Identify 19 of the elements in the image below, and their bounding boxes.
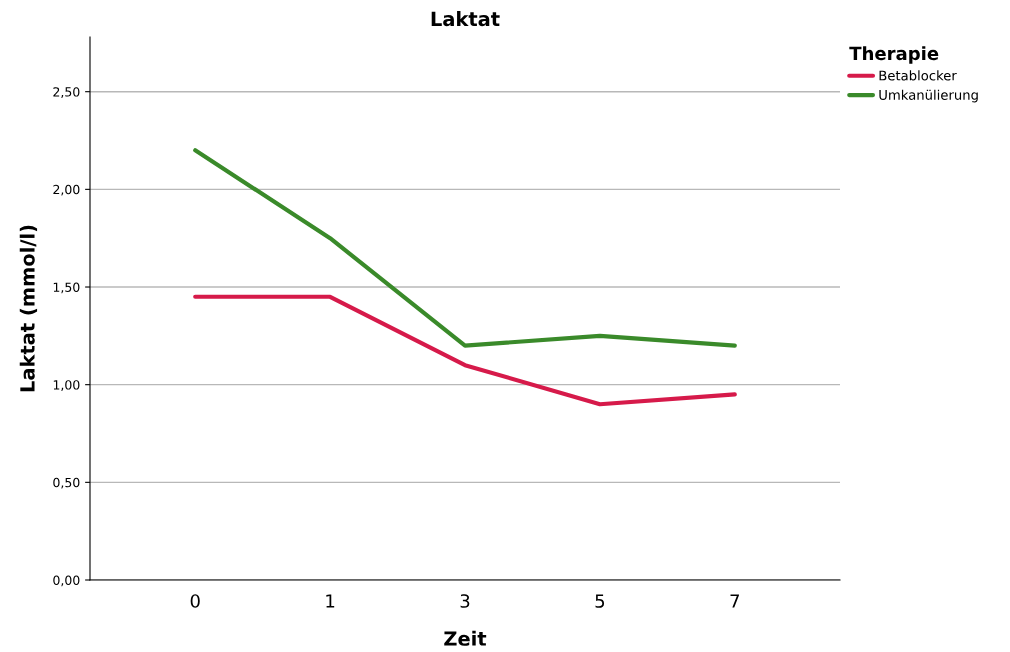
- y-tick-label: 2,00: [53, 184, 80, 196]
- x-tick-label: 1: [326, 594, 335, 608]
- x-axis-title: Zeit: [444, 630, 487, 646]
- legend-label: Umkanülierung: [879, 89, 978, 103]
- x-tick-label: 5: [595, 594, 605, 608]
- x-tick-label: 0: [190, 594, 200, 608]
- y-tick-label: 0,50: [53, 477, 80, 489]
- y-tick-label: 1,50: [53, 282, 80, 294]
- y-tick-label: 2,50: [53, 87, 80, 98]
- line-series: [193, 294, 737, 407]
- chart-title: Laktat: [431, 11, 500, 27]
- x-tick-label: 7: [730, 594, 739, 608]
- legend-title: Therapie: [849, 46, 939, 64]
- line-series: [193, 148, 737, 348]
- x-tick-label: 3: [460, 594, 470, 608]
- legend-label: Betablocker: [879, 70, 957, 81]
- y-tick-label: 1,00: [53, 380, 80, 391]
- y-tick-label: 0,00: [53, 575, 80, 587]
- y-axis-title: Laktat (mmol/l): [19, 225, 38, 392]
